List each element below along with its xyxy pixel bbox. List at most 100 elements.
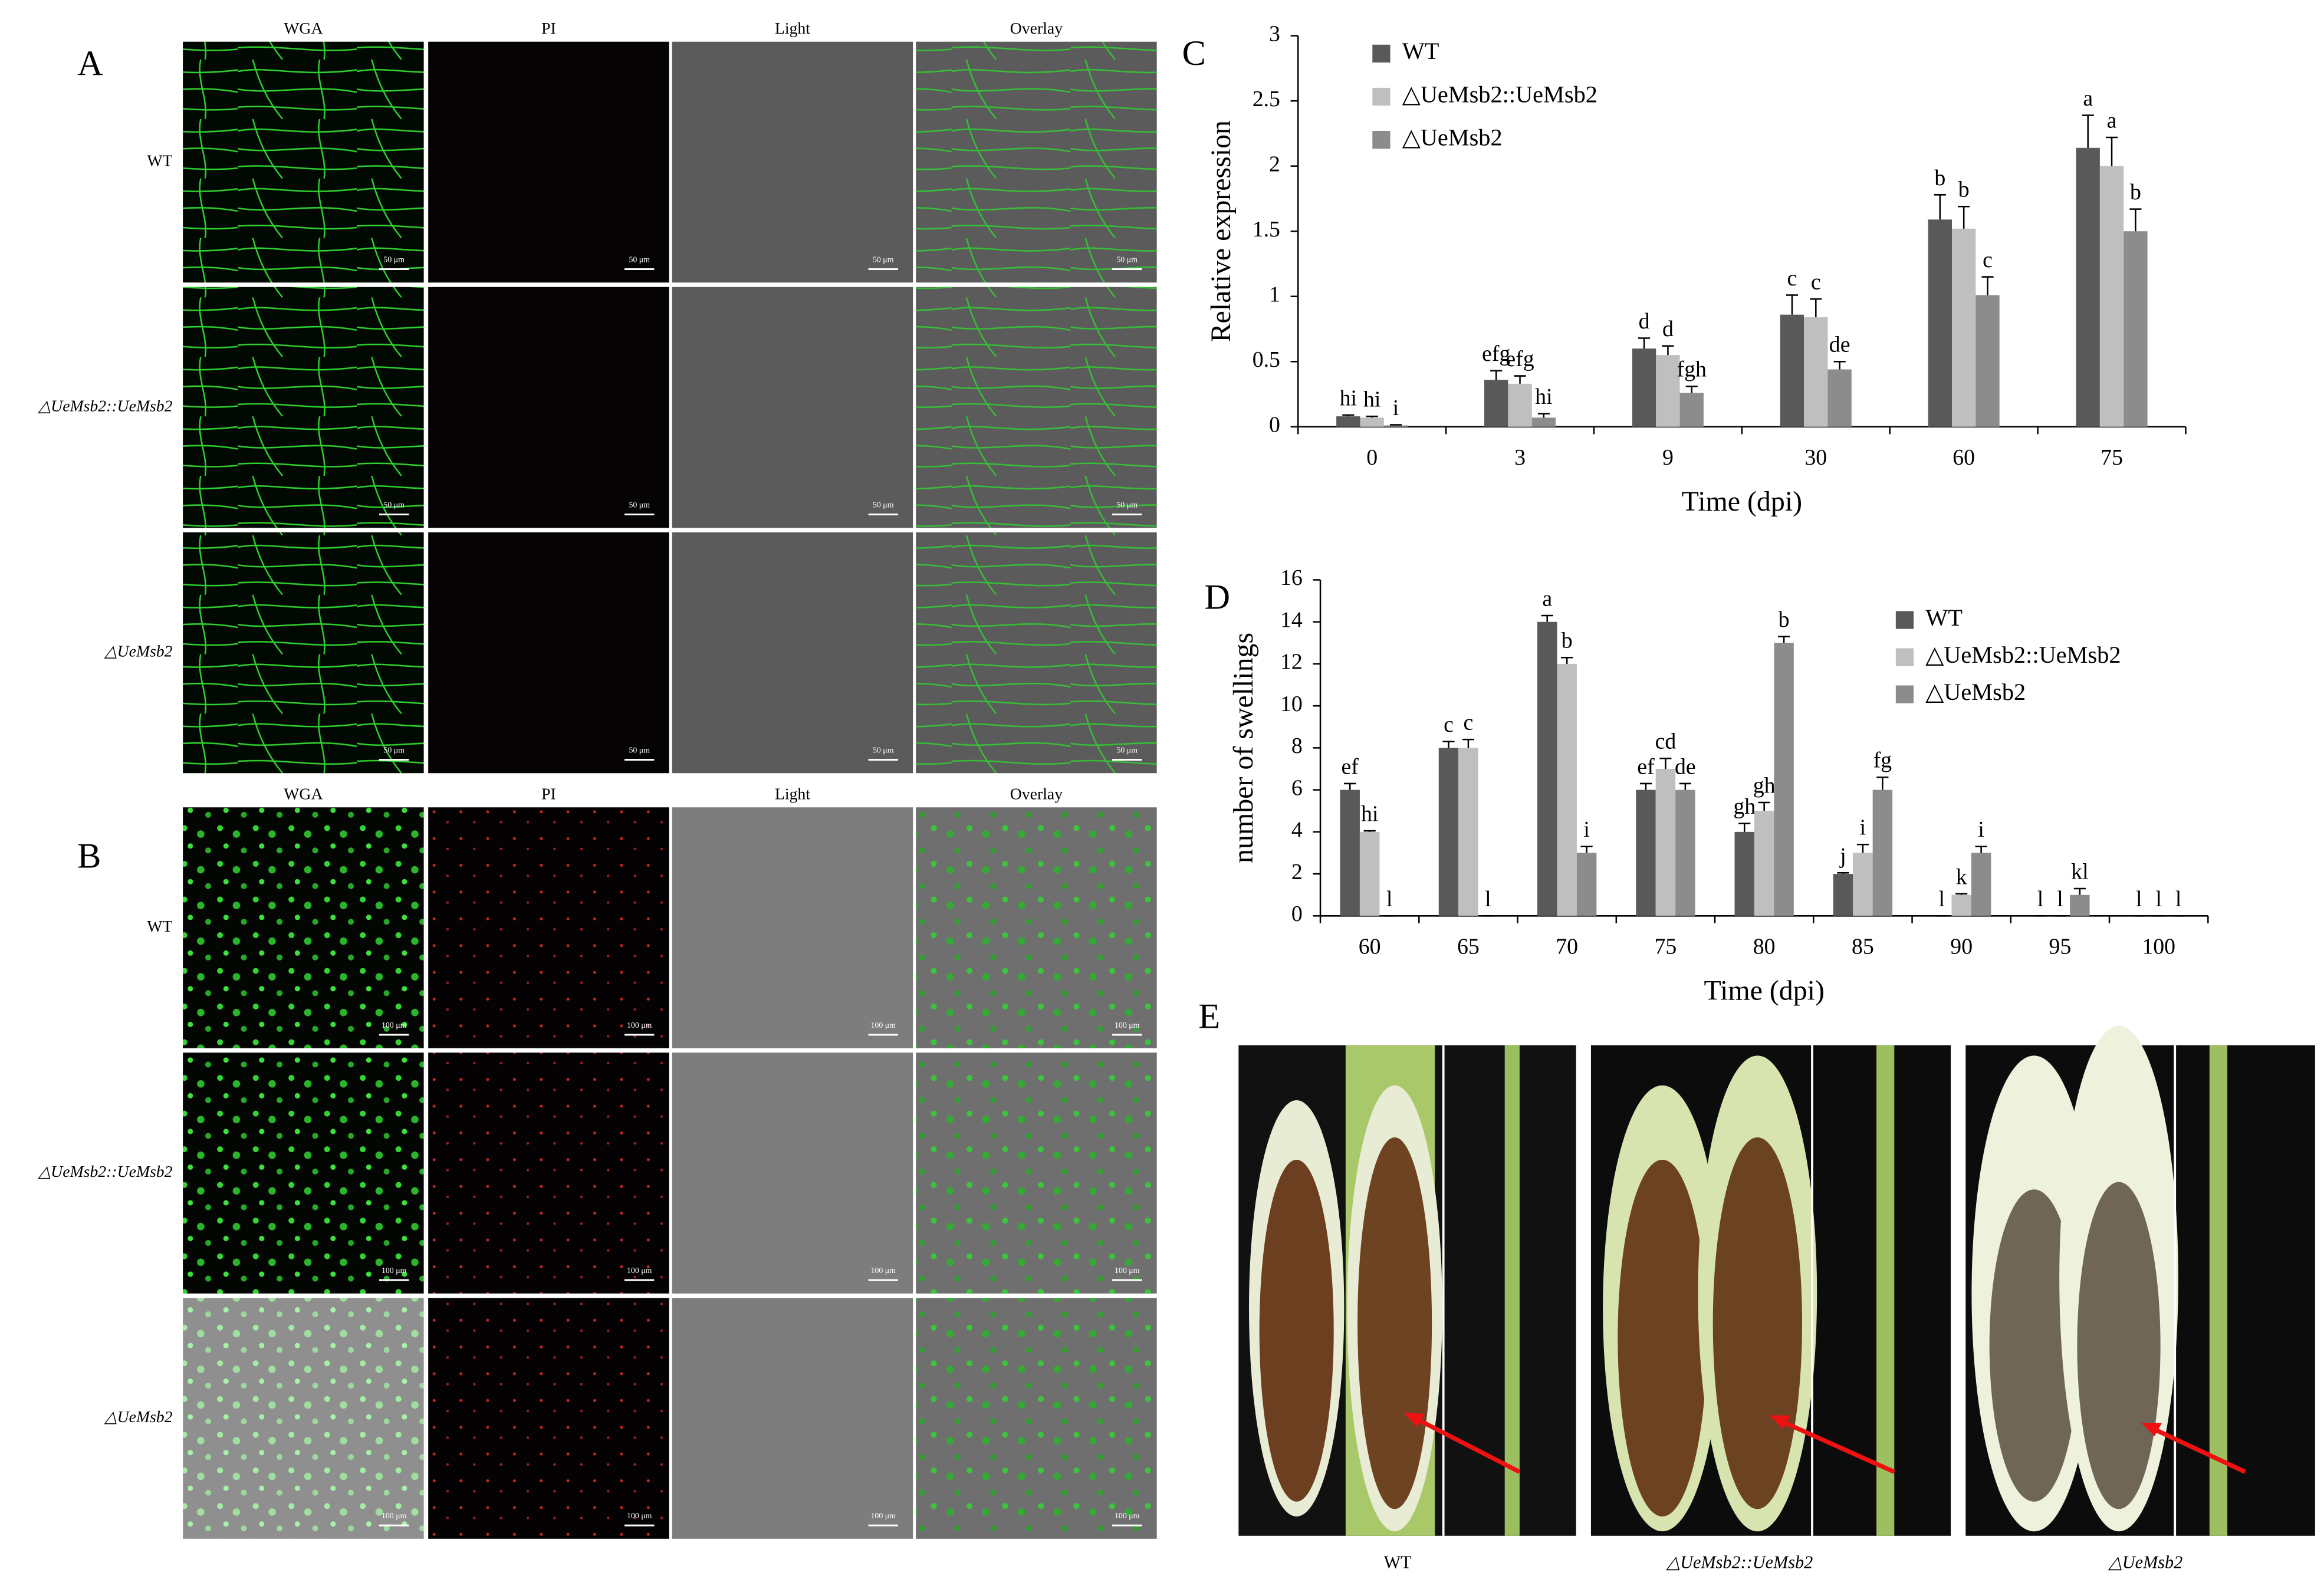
significance-letter: de <box>1829 333 1850 357</box>
legend-label: △UeMsb2 <box>1925 679 2026 705</box>
scale-bar-label: 100 μm <box>1115 1266 1140 1275</box>
y-tick-label: 0 <box>1291 902 1303 926</box>
micrograph <box>672 287 913 528</box>
overlay <box>916 532 1157 774</box>
x-tick-label: 85 <box>1852 934 1874 959</box>
legend-swatch <box>1372 87 1391 106</box>
bar <box>1971 853 1991 916</box>
x-tick-label: 60 <box>1952 445 1975 470</box>
bar <box>1754 811 1774 916</box>
significance-letter: l <box>2037 887 2044 912</box>
significance-letter: j <box>1839 844 1846 869</box>
legend-swatch <box>1372 44 1391 63</box>
column-header: Light <box>775 19 810 37</box>
bar <box>1675 790 1695 916</box>
overlay <box>916 807 1157 1048</box>
y-tick-label: 10 <box>1280 692 1303 716</box>
significance-letter: hi <box>1535 384 1552 409</box>
bar <box>1632 348 1656 427</box>
bar <box>1734 831 1754 916</box>
significance-letter: i <box>1393 396 1399 420</box>
row-label: WT <box>147 151 172 169</box>
x-tick-label: 70 <box>1556 934 1578 959</box>
scale-bar-label: 100 μm <box>1115 1021 1140 1029</box>
significance-letter: kl <box>2071 859 2088 884</box>
significance-letter: c <box>1787 266 1797 291</box>
scale-bar-label: 50 μm <box>873 746 894 755</box>
significance-letter: i <box>1978 817 1984 842</box>
significance-letter: b <box>1779 607 1790 632</box>
scale-bar-label: 100 μm <box>870 1266 896 1275</box>
bar <box>1928 219 1952 427</box>
x-tick-label: 3 <box>1514 445 1526 470</box>
bar <box>1833 874 1853 916</box>
y-tick-label: 2.5 <box>1253 87 1280 111</box>
significance-letter: hi <box>1340 386 1357 410</box>
x-tick-label: 75 <box>1655 934 1677 959</box>
significance-letter: gh <box>1733 794 1756 819</box>
significance-letter: hi <box>1361 802 1378 827</box>
micrograph <box>183 41 424 283</box>
panel-label: D <box>1204 578 1230 617</box>
significance-letter: l <box>1386 887 1393 912</box>
scale-bar-label: 100 μm <box>382 1511 407 1520</box>
bar <box>1576 853 1597 916</box>
x-tick-label: 80 <box>1753 934 1776 959</box>
caption: △UeMsb2::UeMsb2 <box>1666 1552 1813 1573</box>
scale-bar-label: 50 μm <box>1116 501 1138 509</box>
x-tick-label: 9 <box>1662 445 1674 470</box>
x-tick-label: 75 <box>2101 445 2123 470</box>
bar <box>1484 380 1508 427</box>
significance-letter: fg <box>1873 748 1892 773</box>
scale-bar-label: 100 μm <box>382 1266 407 1275</box>
micrograph <box>183 807 424 1048</box>
micrograph <box>672 1052 913 1294</box>
bar <box>1438 748 1459 916</box>
significance-letter: a <box>2083 86 2093 111</box>
significance-letter: c <box>1811 270 1821 295</box>
row-label: △UeMsb2::UeMsb2 <box>38 396 173 415</box>
significance-letter: l <box>2136 887 2142 912</box>
micrograph <box>183 287 424 528</box>
bar <box>1872 790 1893 916</box>
micrograph <box>672 1298 913 1539</box>
significance-letter: a <box>1542 586 1552 611</box>
bar <box>1655 769 1676 916</box>
bar <box>1537 621 1557 916</box>
column-header: Light <box>775 784 810 802</box>
bar <box>1827 369 1852 427</box>
micrograph <box>428 532 669 774</box>
row-label: △UeMsb2 <box>104 642 172 660</box>
overlay <box>916 1052 1157 1294</box>
y-tick-label: 16 <box>1280 565 1303 590</box>
significance-letter: l <box>2175 887 2182 912</box>
significance-letter: i <box>1583 817 1590 842</box>
bar <box>1360 417 1384 427</box>
row-label: △UeMsb2 <box>104 1407 172 1426</box>
legend-swatch <box>1895 611 1914 629</box>
micrograph <box>428 41 669 283</box>
column-header: WGA <box>284 784 323 802</box>
bar <box>2070 894 2090 916</box>
significance-letter: b <box>2130 180 2141 205</box>
significance-letter: ef <box>1342 754 1359 779</box>
x-tick-label: 0 <box>1366 445 1378 470</box>
x-tick-label: 30 <box>1804 445 1827 470</box>
significance-letter: l <box>1938 887 1945 912</box>
y-tick-label: 2 <box>1291 860 1303 884</box>
scale-bar-label: 50 μm <box>873 255 894 264</box>
significance-letter: hi <box>1363 387 1380 412</box>
bar <box>1508 383 1532 427</box>
x-axis-label: Time (dpi) <box>1682 486 1802 517</box>
bar <box>1679 393 1704 427</box>
scale-bar-label: 50 μm <box>629 501 650 509</box>
legend-swatch <box>1372 131 1391 149</box>
bar <box>1531 417 1556 427</box>
bar <box>2124 231 2148 427</box>
y-tick-label: 0 <box>1269 412 1280 437</box>
photo-panel: E WT △UeMsb2::UeMsb2 △UeMsb2 <box>1198 997 2315 1573</box>
bar <box>1636 790 1656 916</box>
legend-swatch <box>1895 648 1914 666</box>
significance-letter: a <box>2107 108 2117 133</box>
